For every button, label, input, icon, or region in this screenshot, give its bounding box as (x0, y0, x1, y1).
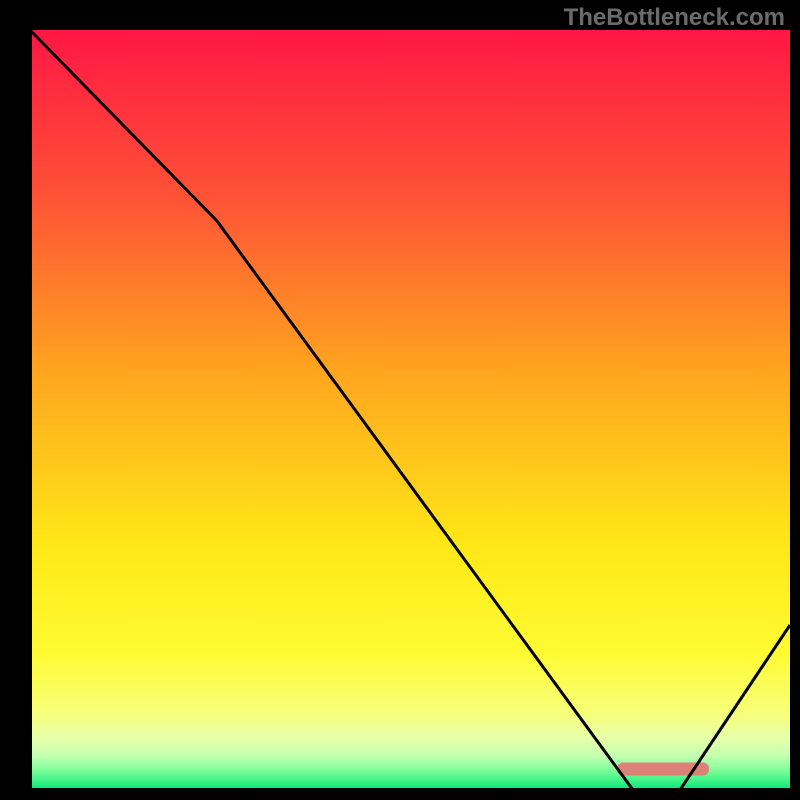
watermark-text: TheBottleneck.com (564, 4, 785, 32)
gradient-background (30, 30, 790, 790)
